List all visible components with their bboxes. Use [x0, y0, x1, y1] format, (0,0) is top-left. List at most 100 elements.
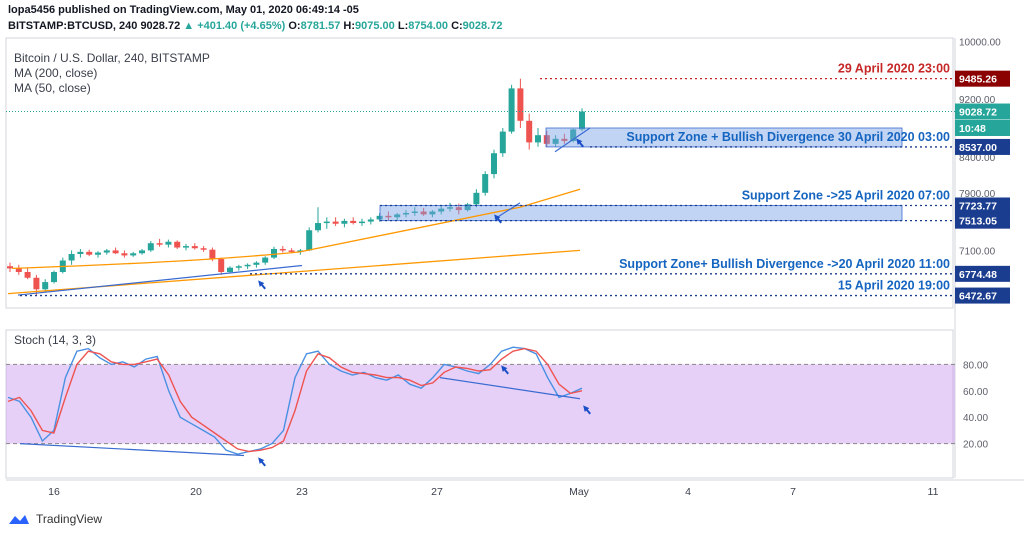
price-label-text: 6472.67 — [959, 291, 997, 303]
candle-body — [121, 253, 128, 256]
annotation-label: 29 April 2020 23:00 — [838, 62, 950, 76]
legend-entry: MA (50, close) — [14, 81, 91, 95]
candle-body — [130, 253, 137, 256]
candle-body — [147, 243, 154, 251]
candle-body — [95, 252, 101, 255]
last-price: 9028.72 — [140, 20, 181, 32]
candle-body — [33, 277, 40, 290]
candle-body — [482, 174, 489, 193]
candle-body — [420, 211, 427, 215]
support-zone — [379, 205, 903, 222]
price-label-box — [955, 138, 1010, 155]
close-value: 9028.72 — [462, 20, 503, 32]
footer-brand-label: TradingView — [36, 512, 103, 526]
annotation-label: Support Zone+ Bullish Divergence ->20 Ap… — [619, 257, 950, 271]
time-tick-label: 16 — [48, 486, 60, 498]
candle-body — [306, 230, 313, 251]
legend-entry: Bitcoin / U.S. Dollar, 240, BITSTAMP — [14, 51, 210, 65]
candle-body — [517, 88, 524, 121]
stoch-divergence-line — [439, 377, 581, 400]
price-label-text: 10:48 — [959, 123, 986, 135]
symbol-label: BITSTAMP:BTCUSD, 240 — [8, 20, 138, 32]
candle-body — [271, 248, 277, 258]
stoch-tick-label: 80.00 — [963, 360, 988, 371]
candle-body — [253, 262, 260, 265]
candle-body — [473, 192, 480, 205]
candle-body — [227, 267, 233, 272]
price-label-box — [955, 103, 1010, 120]
rocket-icon — [501, 365, 509, 375]
time-tick-label: 20 — [190, 486, 202, 498]
candle-body — [323, 221, 330, 224]
stoch-pane-frame — [5, 329, 954, 479]
candle-body — [51, 272, 57, 283]
candle-body — [15, 268, 22, 272]
candle-body — [103, 250, 110, 253]
price-tick-label: 9200.00 — [959, 95, 996, 106]
candle-body — [499, 131, 506, 154]
candle-body — [464, 204, 471, 211]
candle-body — [7, 266, 13, 269]
candle-body — [350, 220, 357, 224]
ma-50-line — [11, 188, 581, 270]
candle-body — [235, 266, 242, 268]
candle-body — [543, 135, 550, 144]
candle-body — [508, 88, 515, 132]
time-tick-label: 4 — [685, 486, 691, 498]
price-label-text: 6774.48 — [959, 269, 997, 281]
candle-body — [68, 254, 75, 261]
candle-body — [209, 249, 216, 260]
stoch-divergence-line — [19, 443, 245, 457]
time-tick-label: 27 — [431, 486, 443, 498]
rocket-icon — [258, 457, 266, 467]
footer-brand[interactable]: TradingView — [8, 512, 102, 526]
rocket-icon — [494, 214, 502, 224]
annotation-label: Support Zone ->25 April 2020 07:00 — [742, 188, 950, 202]
stoch-tick-label: 60.00 — [963, 387, 988, 398]
candle-body — [244, 264, 251, 267]
trendline-divergence — [554, 127, 591, 153]
candle-body — [438, 208, 445, 212]
main-pane-frame — [5, 37, 954, 309]
low-label: L: — [397, 20, 409, 32]
candle-body — [570, 129, 577, 141]
support-zone — [545, 127, 903, 148]
price-label-text: 9028.72 — [959, 107, 997, 119]
candle-body — [42, 282, 49, 290]
price-label-text: 7723.77 — [959, 200, 997, 212]
price-label-text: 8537.00 — [959, 142, 997, 154]
stoch-d-line — [7, 347, 583, 453]
publish-info: lopa5456 published on TradingView.com, M… — [8, 4, 359, 16]
candle-body — [112, 250, 119, 254]
candle-body — [139, 250, 145, 254]
open-value: 8781.57 — [300, 20, 341, 32]
candle-body — [561, 138, 568, 141]
candle-body — [341, 220, 348, 224]
candle-body — [447, 207, 453, 209]
candle-body — [24, 272, 31, 278]
annotation-label: Support Zone + Bullish Divergence 30 Apr… — [626, 130, 950, 144]
high-value: 9075.00 — [355, 20, 395, 32]
price-label-text: 9485.26 — [959, 74, 997, 86]
trendline-support — [17, 264, 303, 296]
price-label-text: 7513.05 — [959, 216, 997, 228]
price-label-box — [955, 197, 1010, 214]
candle-body — [491, 153, 497, 175]
stoch-k-line — [7, 346, 583, 455]
stoch-band — [6, 364, 955, 444]
price-tick-label: 7100.00 — [959, 246, 996, 257]
candle-body — [429, 211, 436, 215]
candle-body — [552, 138, 559, 144]
stoch-tick-label: 40.00 — [963, 413, 988, 424]
price-label-box — [955, 120, 1010, 136]
candle-body — [77, 251, 84, 254]
price-change: ▲ +401.40 (+4.65%) — [183, 20, 286, 32]
candle-body — [156, 243, 163, 245]
stoch-title: Stoch (14, 3, 3) — [14, 333, 96, 347]
candle-body — [535, 135, 541, 143]
price-label-box — [955, 70, 1010, 87]
close-label: C: — [451, 20, 463, 32]
candle-body — [403, 212, 409, 215]
candle-body — [359, 221, 365, 224]
